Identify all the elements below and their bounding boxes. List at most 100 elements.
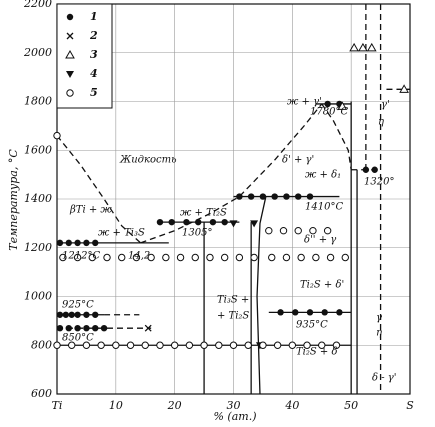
annotation: 14,2 bbox=[128, 251, 150, 262]
point bbox=[366, 42, 377, 52]
annotation: ж + Ti₂S bbox=[180, 208, 227, 219]
point bbox=[236, 193, 243, 200]
annotation: γ bbox=[376, 313, 382, 324]
point bbox=[220, 253, 229, 262]
point bbox=[235, 253, 244, 262]
point bbox=[92, 239, 99, 247]
point bbox=[118, 253, 126, 262]
legend-marker bbox=[66, 32, 74, 40]
point bbox=[83, 324, 90, 332]
point bbox=[229, 220, 238, 228]
point bbox=[206, 253, 214, 262]
legend-label: 2 bbox=[89, 29, 98, 42]
point bbox=[141, 341, 149, 349]
point bbox=[221, 218, 228, 226]
annotation: η bbox=[376, 328, 382, 339]
point bbox=[195, 218, 202, 226]
point bbox=[324, 100, 331, 108]
point bbox=[292, 309, 299, 316]
point bbox=[83, 239, 90, 247]
point bbox=[323, 226, 332, 235]
point bbox=[162, 253, 170, 262]
point bbox=[112, 341, 120, 349]
annotation: η bbox=[378, 117, 384, 128]
point bbox=[97, 341, 105, 349]
y-tick-label: 2200 bbox=[23, 0, 52, 10]
point bbox=[103, 253, 111, 262]
annotation: Ti₃S + bbox=[217, 295, 249, 306]
annotation: 1305° bbox=[182, 228, 212, 239]
point bbox=[349, 42, 359, 52]
point bbox=[371, 166, 378, 173]
annotation: Жидкость bbox=[119, 155, 177, 166]
annotation: 850°C bbox=[62, 333, 94, 344]
x-tick-label: 30 bbox=[227, 399, 241, 412]
point bbox=[88, 253, 97, 262]
point bbox=[312, 253, 320, 262]
point bbox=[303, 341, 311, 349]
legend-marker bbox=[66, 71, 74, 78]
point bbox=[295, 193, 302, 200]
legend-label: 4 bbox=[90, 67, 98, 80]
point bbox=[168, 218, 175, 226]
point bbox=[62, 311, 70, 318]
point bbox=[83, 311, 90, 318]
annotation: γ' bbox=[381, 100, 390, 111]
annotation: 935°C bbox=[296, 320, 328, 331]
point bbox=[282, 253, 291, 262]
point bbox=[244, 341, 252, 349]
point bbox=[362, 166, 370, 173]
y-tick-label: 1400 bbox=[24, 192, 52, 205]
annotation: ж + δ₁ bbox=[305, 170, 341, 181]
phase-boundary bbox=[321, 103, 352, 170]
point bbox=[68, 341, 76, 349]
annotation: ж + γ' bbox=[287, 97, 322, 108]
legend-marker bbox=[65, 49, 75, 59]
point bbox=[247, 193, 255, 200]
annotation: δ'' + γ bbox=[304, 235, 336, 246]
point bbox=[82, 341, 91, 349]
legend-marker bbox=[66, 89, 74, 97]
point bbox=[68, 311, 75, 318]
point bbox=[294, 226, 302, 235]
point bbox=[265, 226, 273, 235]
annotation: 1320° bbox=[364, 177, 394, 188]
annotation: Ti₂S + δ bbox=[296, 347, 337, 358]
x-tick-label: 10 bbox=[109, 399, 123, 412]
legend-label: 5 bbox=[90, 86, 98, 99]
y-axis-label: Температура, °C bbox=[7, 149, 20, 251]
annotation: ж + Ti₃S bbox=[98, 228, 145, 239]
annotation: 1212°C bbox=[62, 251, 100, 262]
y-tick-label: 2000 bbox=[23, 46, 52, 59]
point bbox=[277, 309, 284, 316]
point bbox=[56, 324, 64, 332]
annotation: 925°C bbox=[62, 300, 94, 311]
point bbox=[74, 239, 81, 247]
point bbox=[74, 311, 81, 318]
point bbox=[92, 324, 99, 332]
point bbox=[144, 324, 152, 332]
point bbox=[132, 253, 141, 262]
point bbox=[176, 253, 185, 262]
point bbox=[100, 324, 108, 332]
x-tick-label: 50 bbox=[344, 399, 358, 412]
point bbox=[185, 341, 194, 349]
y-tick-label: 600 bbox=[31, 387, 52, 400]
point bbox=[279, 226, 288, 235]
point bbox=[53, 131, 61, 140]
point bbox=[74, 324, 81, 332]
x-tick-label: 20 bbox=[167, 399, 182, 412]
y-tick-label: 1200 bbox=[24, 241, 52, 254]
point bbox=[306, 193, 314, 200]
point bbox=[56, 239, 64, 247]
phase-boundary bbox=[56, 135, 141, 244]
point bbox=[273, 341, 282, 349]
point bbox=[156, 341, 164, 349]
point bbox=[399, 84, 409, 93]
point bbox=[73, 253, 82, 262]
point bbox=[183, 218, 190, 226]
y-tick-label: 1800 bbox=[24, 95, 52, 108]
point bbox=[259, 193, 267, 200]
point bbox=[297, 253, 305, 262]
